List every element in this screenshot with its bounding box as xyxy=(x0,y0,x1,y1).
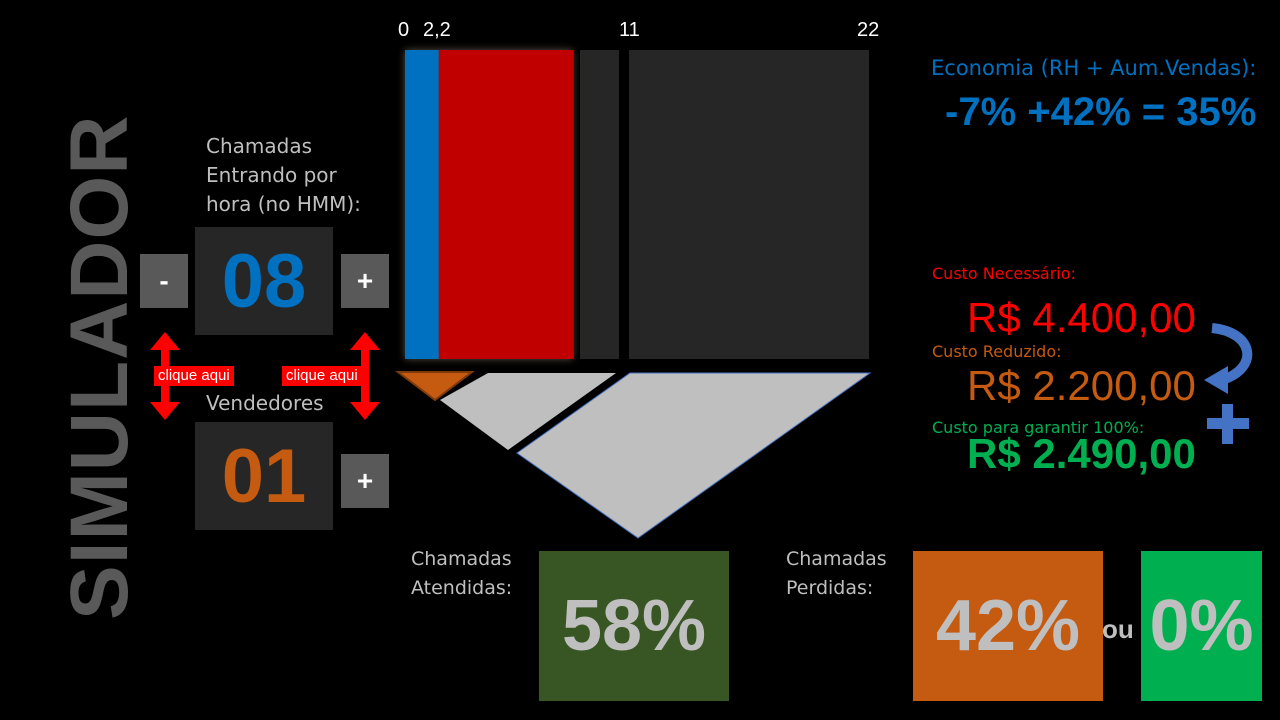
economy-label: Economia (RH + Aum.Vendas): xyxy=(931,56,1257,80)
sellers-plus-button[interactable]: + xyxy=(341,454,389,508)
sellers-counter-value: 01 xyxy=(195,422,333,530)
funnel-orange-triangle xyxy=(395,371,475,402)
lost-label-line: Chamadas xyxy=(786,548,887,570)
calls-minus-button[interactable]: - xyxy=(140,254,188,308)
lost-percent: 42% xyxy=(913,551,1103,701)
sellers-label: Vendedores xyxy=(206,391,324,415)
economy-value: -7% +42% = 35% xyxy=(945,90,1257,134)
answered-label-line: Chamadas xyxy=(411,548,512,570)
bar-segment-red xyxy=(438,50,574,359)
lost-label-line: Perdidas: xyxy=(786,577,874,599)
reduced-cost-value: R$ 2.200,00 xyxy=(967,362,1196,409)
bar-background-left xyxy=(580,50,619,359)
curved-arrow-icon xyxy=(1204,323,1253,394)
funnel-gray-left xyxy=(440,373,616,450)
calls-label-line: Entrando por xyxy=(206,163,337,187)
axis-tick-label: 22 xyxy=(857,19,880,41)
calls-label-line: hora (no HMM): xyxy=(206,192,361,216)
right-double-arrow-icon xyxy=(350,332,380,420)
page-title: SIMULADOR xyxy=(54,114,145,620)
axis-tick-label: 2,2 xyxy=(423,19,451,41)
answered-label: Chamadas Atendidas: xyxy=(411,545,512,603)
click-here-hint-left[interactable]: clique aqui xyxy=(154,366,234,386)
calls-label-line: Chamadas xyxy=(206,134,313,158)
calls-label: Chamadas Entrando por hora (no HMM): xyxy=(206,132,361,219)
lost-label: Chamadas Perdidas: xyxy=(786,545,887,603)
answered-percent: 58% xyxy=(539,551,729,701)
click-here-hint-right[interactable]: clique aqui xyxy=(282,366,362,386)
reduced-cost-label: Custo Reduzido: xyxy=(932,342,1062,361)
or-text: ou xyxy=(1102,614,1134,644)
guarantee-cost-value: R$ 2.490,00 xyxy=(967,430,1196,477)
bar-segment-blue xyxy=(405,50,439,359)
axis-tick-label: 0 xyxy=(398,19,410,41)
funnel-gray-right xyxy=(516,372,872,539)
plus-icon xyxy=(1207,404,1249,444)
required-cost-label: Custo Necessário: xyxy=(932,264,1076,283)
answered-label-line: Atendidas: xyxy=(411,577,513,599)
bar-background-right xyxy=(629,50,869,359)
alt-lost-percent: 0% xyxy=(1141,551,1262,701)
axis-tick-label: 11 xyxy=(619,19,640,41)
calls-plus-button[interactable]: + xyxy=(341,254,389,308)
capacity-chart xyxy=(395,50,872,539)
required-cost-value: R$ 4.400,00 xyxy=(967,294,1196,341)
calls-counter-value: 08 xyxy=(195,227,333,335)
guarantee-cost-label: Custo para garantir 100%: xyxy=(932,418,1145,437)
